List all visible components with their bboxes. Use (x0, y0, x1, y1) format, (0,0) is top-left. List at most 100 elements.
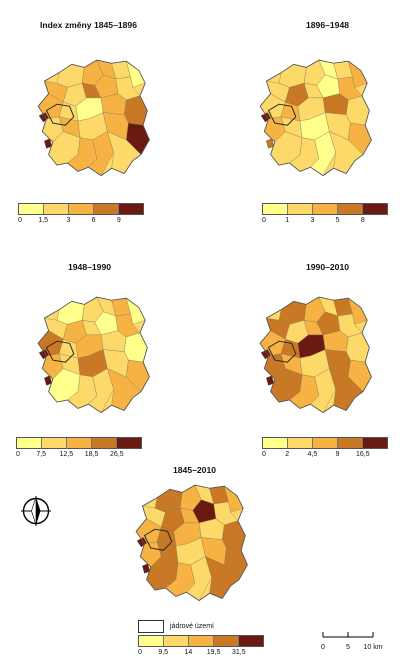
legend-class-swatch (117, 438, 141, 448)
legend-ticks: 0 7,5 12,5 18,5 26,5 (16, 449, 142, 461)
legend-class-swatch (67, 438, 92, 448)
legend-tick-label: 12,5 (59, 451, 74, 458)
legend-tick-label: 18,5 (84, 451, 99, 458)
legend-bar (262, 437, 388, 449)
legend-class-swatch (338, 204, 363, 214)
legend-tick-label: 1,5 (38, 217, 49, 224)
legend-3: 0 7,5 12,5 18,5 26,5 (16, 437, 142, 461)
legend-class-swatch (263, 204, 288, 214)
legend-tick-label: 0 (16, 451, 20, 458)
legend-tick-label: 5 (335, 217, 340, 224)
panel-title-5: 1845–2010 (173, 465, 217, 475)
panel-title-4: 1990–2010 (306, 262, 350, 272)
core-territory-outline (267, 340, 297, 363)
legend-1: 0 1,5 3 6 9 (18, 203, 144, 227)
legend-tick-label: 31,5 (231, 649, 246, 656)
core-territory-outline (267, 103, 297, 126)
scale-bar: 0 5 10 km (321, 626, 383, 654)
legend-class-swatch (363, 438, 387, 448)
core-territory-legend: jádrové území (138, 620, 214, 633)
legend-class-swatch (239, 636, 263, 646)
municipality-area (124, 332, 148, 363)
legend-tick-label: 8 (360, 217, 365, 224)
legend-bar (18, 203, 144, 215)
legend-class-swatch (363, 204, 387, 214)
legend-class-swatch (94, 204, 119, 214)
map-panel-3 (37, 296, 150, 414)
legend-class-swatch (164, 636, 189, 646)
municipality-area (346, 332, 370, 363)
legend-tick-label: 2 (285, 451, 290, 458)
core-territory-swatch (138, 620, 164, 633)
legend-class-swatch (338, 438, 363, 448)
map-panel-5 (135, 484, 248, 602)
legend-tick-label: 3 (310, 217, 315, 224)
scale-bar-labels: 0 5 10 km (321, 644, 382, 654)
legend-class-swatch (44, 204, 69, 214)
legend-tick-label: 9 (116, 217, 121, 224)
legend-tick-label: 19,5 (206, 649, 221, 656)
legend-tick-label: 4,5 (307, 451, 318, 458)
scale-label-5: 5 (346, 644, 350, 651)
municipality-area (124, 95, 148, 126)
legend-tick-label: 0 (262, 217, 266, 224)
legend-class-swatch (288, 204, 313, 214)
legend-class-swatch (263, 438, 288, 448)
panel-title-3: 1948–1990 (68, 262, 112, 272)
legend-tick-label: 9 (335, 451, 340, 458)
region-border (135, 484, 248, 602)
legend-tick-label: 1 (285, 217, 290, 224)
legend-bar (262, 203, 388, 215)
municipality-area (222, 520, 246, 551)
core-territory-outline (45, 103, 75, 126)
legend-tick-label: 16,5 (355, 451, 370, 458)
legend-class-swatch (214, 636, 239, 646)
panel-title-1: Index změny 1845–1896 (40, 20, 137, 30)
legend-bar (138, 635, 264, 647)
legend-class-swatch (69, 204, 94, 214)
core-territory-outline (143, 528, 173, 551)
legend-ticks: 0 2 4,5 9 16,5 (262, 449, 388, 461)
core-territory-outline (45, 340, 75, 363)
legend-class-swatch (288, 438, 313, 448)
legend-tick-label: 7,5 (36, 451, 47, 458)
legend-2: 0 1 3 5 8 (262, 203, 388, 227)
legend-class-swatch (139, 636, 164, 646)
legend-tick-label: 9,5 (158, 649, 169, 656)
scale-label-10km: 10 km (363, 644, 383, 651)
legend-tick-label: 14 (184, 649, 193, 656)
region-border (37, 296, 150, 414)
legend-tick-label: 0 (262, 451, 266, 458)
legend-class-swatch (92, 438, 117, 448)
north-arrow-icon (21, 496, 51, 526)
legend-class-swatch (42, 438, 67, 448)
legend-class-swatch (17, 438, 42, 448)
legend-5: 0 9,5 14 19,5 31,5 (138, 635, 264, 659)
core-territory-label: jádrové území (170, 623, 214, 630)
legend-ticks: 0 1 3 5 8 (262, 215, 388, 227)
region-border (259, 296, 372, 414)
legend-tick-label: 3 (66, 217, 71, 224)
map-panel-2 (259, 59, 372, 177)
legend-class-swatch (19, 204, 44, 214)
scale-label-0: 0 (321, 644, 325, 651)
legend-class-swatch (313, 204, 338, 214)
municipality-area (346, 95, 370, 126)
map-panel-1 (37, 59, 150, 177)
panel-title-2: 1896–1948 (306, 20, 350, 30)
map-panel-4 (259, 296, 372, 414)
region-border (37, 59, 150, 177)
region-border (259, 59, 372, 177)
legend-class-swatch (119, 204, 143, 214)
scale-bar-line (322, 632, 374, 638)
legend-class-swatch (189, 636, 214, 646)
legend-tick-label: 0 (18, 217, 22, 224)
legend-ticks: 0 1,5 3 6 9 (18, 215, 144, 227)
legend-tick-label: 0 (138, 649, 142, 656)
legend-tick-label: 6 (91, 217, 96, 224)
legend-bar (16, 437, 142, 449)
legend-ticks: 0 9,5 14 19,5 31,5 (138, 647, 264, 659)
legend-tick-label: 26,5 (109, 451, 124, 458)
legend-4: 0 2 4,5 9 16,5 (262, 437, 388, 461)
